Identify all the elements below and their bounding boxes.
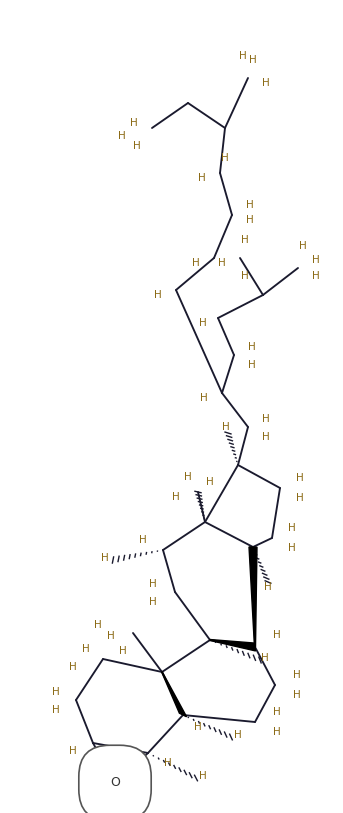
Text: H: H [293, 690, 301, 700]
Text: H: H [69, 662, 77, 672]
Text: H: H [273, 630, 281, 640]
Text: H: H [262, 414, 270, 424]
Text: H: H [133, 141, 141, 151]
Text: H: H [296, 473, 304, 483]
Text: O: O [110, 776, 120, 789]
Text: H: H [82, 644, 90, 654]
Text: H: H [246, 200, 254, 210]
Text: H: H [164, 758, 172, 768]
Text: H: H [273, 727, 281, 737]
Text: H: H [119, 646, 127, 656]
Polygon shape [210, 640, 256, 651]
Text: H: H [239, 51, 247, 61]
Text: H: H [52, 687, 60, 697]
Text: H: H [234, 730, 242, 740]
Text: H: H [206, 477, 214, 487]
Text: H: H [222, 422, 230, 432]
Text: H: H [199, 318, 207, 328]
Text: H: H [199, 771, 207, 781]
Text: H: H [198, 173, 206, 183]
Text: H: H [118, 131, 126, 141]
Text: H: H [312, 271, 320, 281]
Text: H: H [52, 705, 60, 715]
Text: H: H [288, 543, 296, 553]
Text: H: H [248, 360, 256, 370]
Text: H: H [248, 342, 256, 352]
Text: H: H [296, 493, 304, 503]
Text: H: H [249, 55, 257, 65]
Text: H: H [184, 472, 192, 482]
Text: H: H [139, 535, 147, 545]
Text: H: H [288, 523, 296, 533]
Text: H: H [130, 118, 138, 128]
Text: H: H [264, 582, 272, 592]
Text: H: H [241, 271, 249, 281]
Polygon shape [162, 672, 187, 717]
Text: H: H [192, 258, 200, 268]
Text: H: H [69, 746, 77, 756]
Text: H: H [299, 241, 307, 251]
Text: H: H [221, 153, 229, 163]
Text: H: H [262, 432, 270, 442]
Polygon shape [249, 547, 257, 647]
Text: H: H [293, 670, 301, 680]
Text: H: H [273, 707, 281, 717]
Text: H: H [246, 215, 254, 225]
Text: H: H [200, 393, 208, 403]
Text: H: H [241, 235, 249, 245]
Text: H: H [262, 78, 270, 88]
Text: H: H [194, 722, 202, 732]
Text: H: H [312, 255, 320, 265]
Text: H: H [172, 492, 180, 502]
Text: H: H [101, 553, 109, 563]
Text: H: H [107, 631, 115, 641]
Text: H: H [94, 620, 102, 630]
Text: H: H [261, 653, 269, 663]
Text: H: H [154, 290, 162, 300]
Text: H: H [149, 597, 157, 607]
Text: H: H [218, 258, 226, 268]
Text: H: H [149, 579, 157, 589]
